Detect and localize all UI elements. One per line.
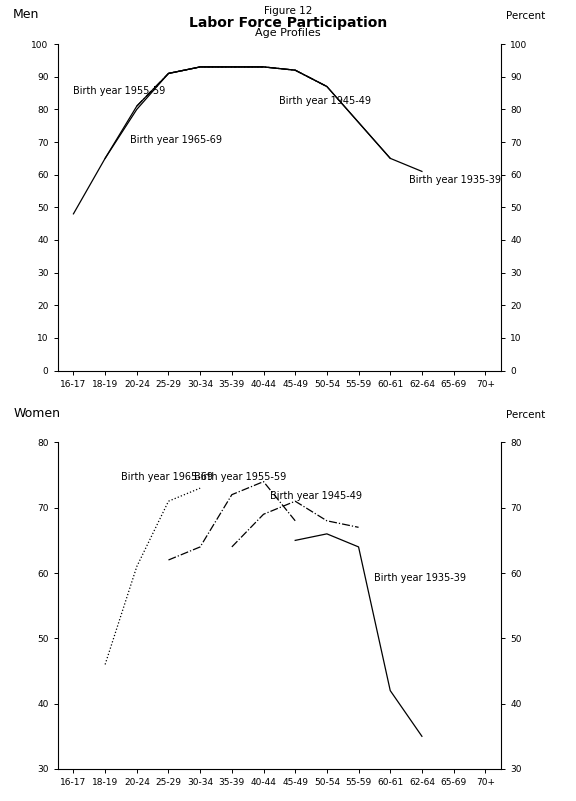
Text: Men: Men [13,8,40,21]
Text: Birth year 1945-49: Birth year 1945-49 [279,96,372,106]
Text: Age Profiles: Age Profiles [255,28,321,38]
Text: Birth year 1945-49: Birth year 1945-49 [270,491,362,501]
Text: Birth year 1965-69: Birth year 1965-69 [121,472,213,481]
Text: Birth year 1955-59: Birth year 1955-59 [74,87,166,96]
Text: Labor Force Participation: Labor Force Participation [189,16,387,30]
Text: Percent: Percent [506,11,545,21]
Text: Percent: Percent [506,409,545,420]
Text: Women: Women [13,407,60,420]
Text: Birth year 1935-39: Birth year 1935-39 [374,573,467,583]
Text: Figure 12: Figure 12 [264,6,312,15]
Text: Birth year 1965-69: Birth year 1965-69 [130,135,222,145]
Text: Birth year 1935-39: Birth year 1935-39 [409,175,501,185]
Text: Birth year 1955-59: Birth year 1955-59 [194,472,286,481]
